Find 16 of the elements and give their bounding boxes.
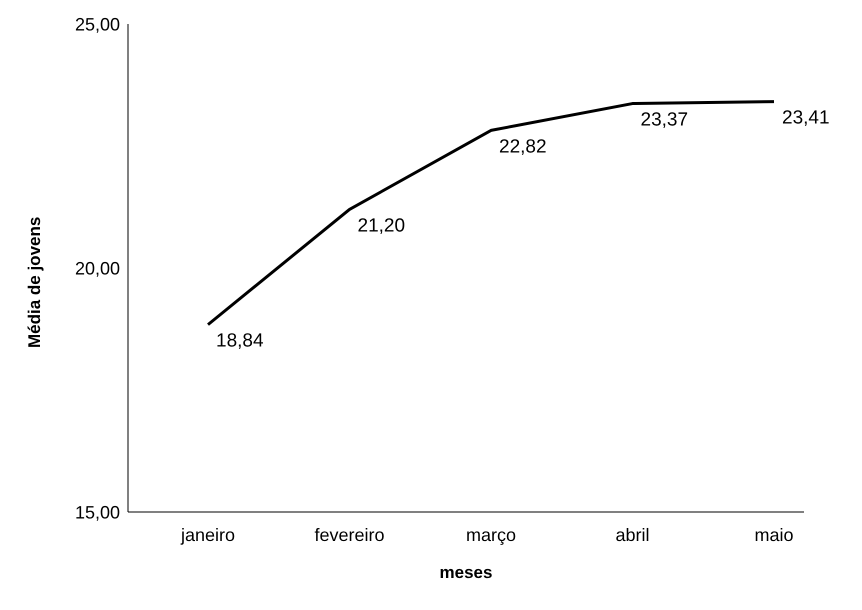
- data-label: 23,41: [782, 108, 830, 129]
- y-tick-label: 20,00: [74, 258, 120, 278]
- data-label: 23,37: [640, 110, 688, 131]
- data-label: 22,82: [499, 136, 547, 158]
- y-axis-title: Média de jovens: [25, 216, 44, 348]
- y-tick-label: 25,00: [74, 14, 120, 34]
- x-axis-title: meses: [440, 563, 492, 582]
- x-tick-label: março: [466, 524, 516, 545]
- x-tick-label: fevereiro: [314, 524, 385, 545]
- line-series: [206, 100, 776, 326]
- x-tick-label: maio: [754, 524, 794, 545]
- x-tick-label: janeiro: [180, 524, 236, 545]
- y-tick-label: 15,00: [74, 502, 120, 522]
- x-tick-label: abril: [615, 524, 650, 545]
- data-label: 21,20: [358, 215, 406, 236]
- data-label: 18,84: [216, 330, 264, 352]
